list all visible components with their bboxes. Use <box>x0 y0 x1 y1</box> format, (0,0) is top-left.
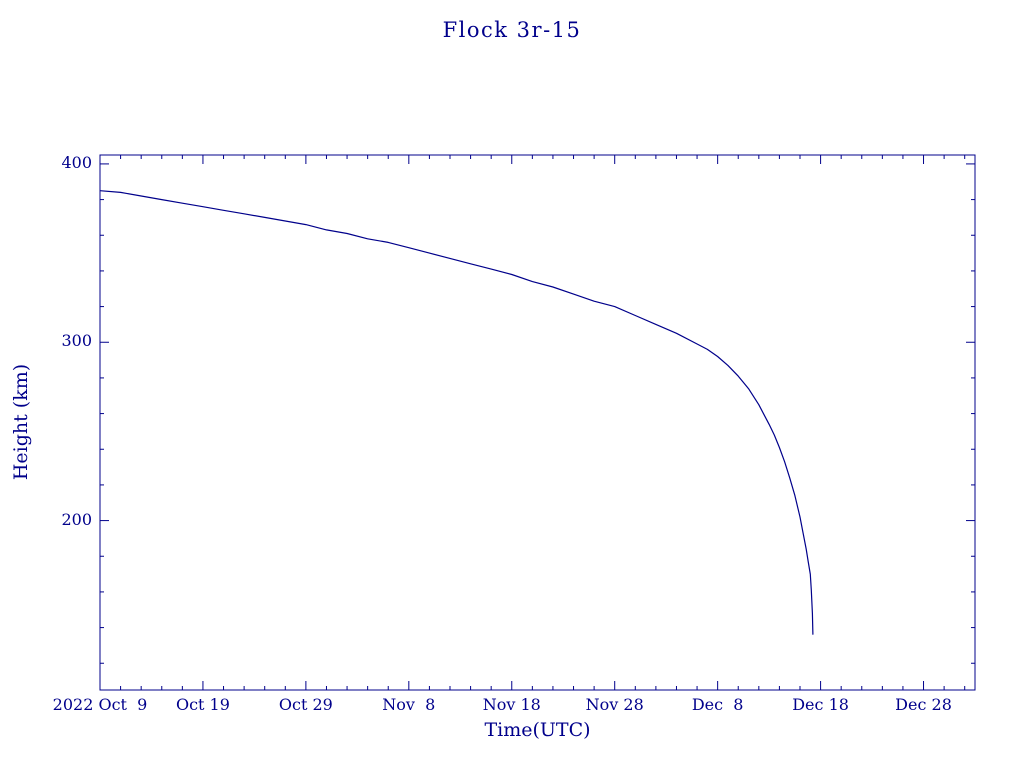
x-axis-title: Time(UTC) <box>484 719 591 741</box>
decay-curve <box>99 190 814 635</box>
chart-title: Flock 3r-15 <box>442 18 582 42</box>
plot-frame <box>99 154 976 691</box>
